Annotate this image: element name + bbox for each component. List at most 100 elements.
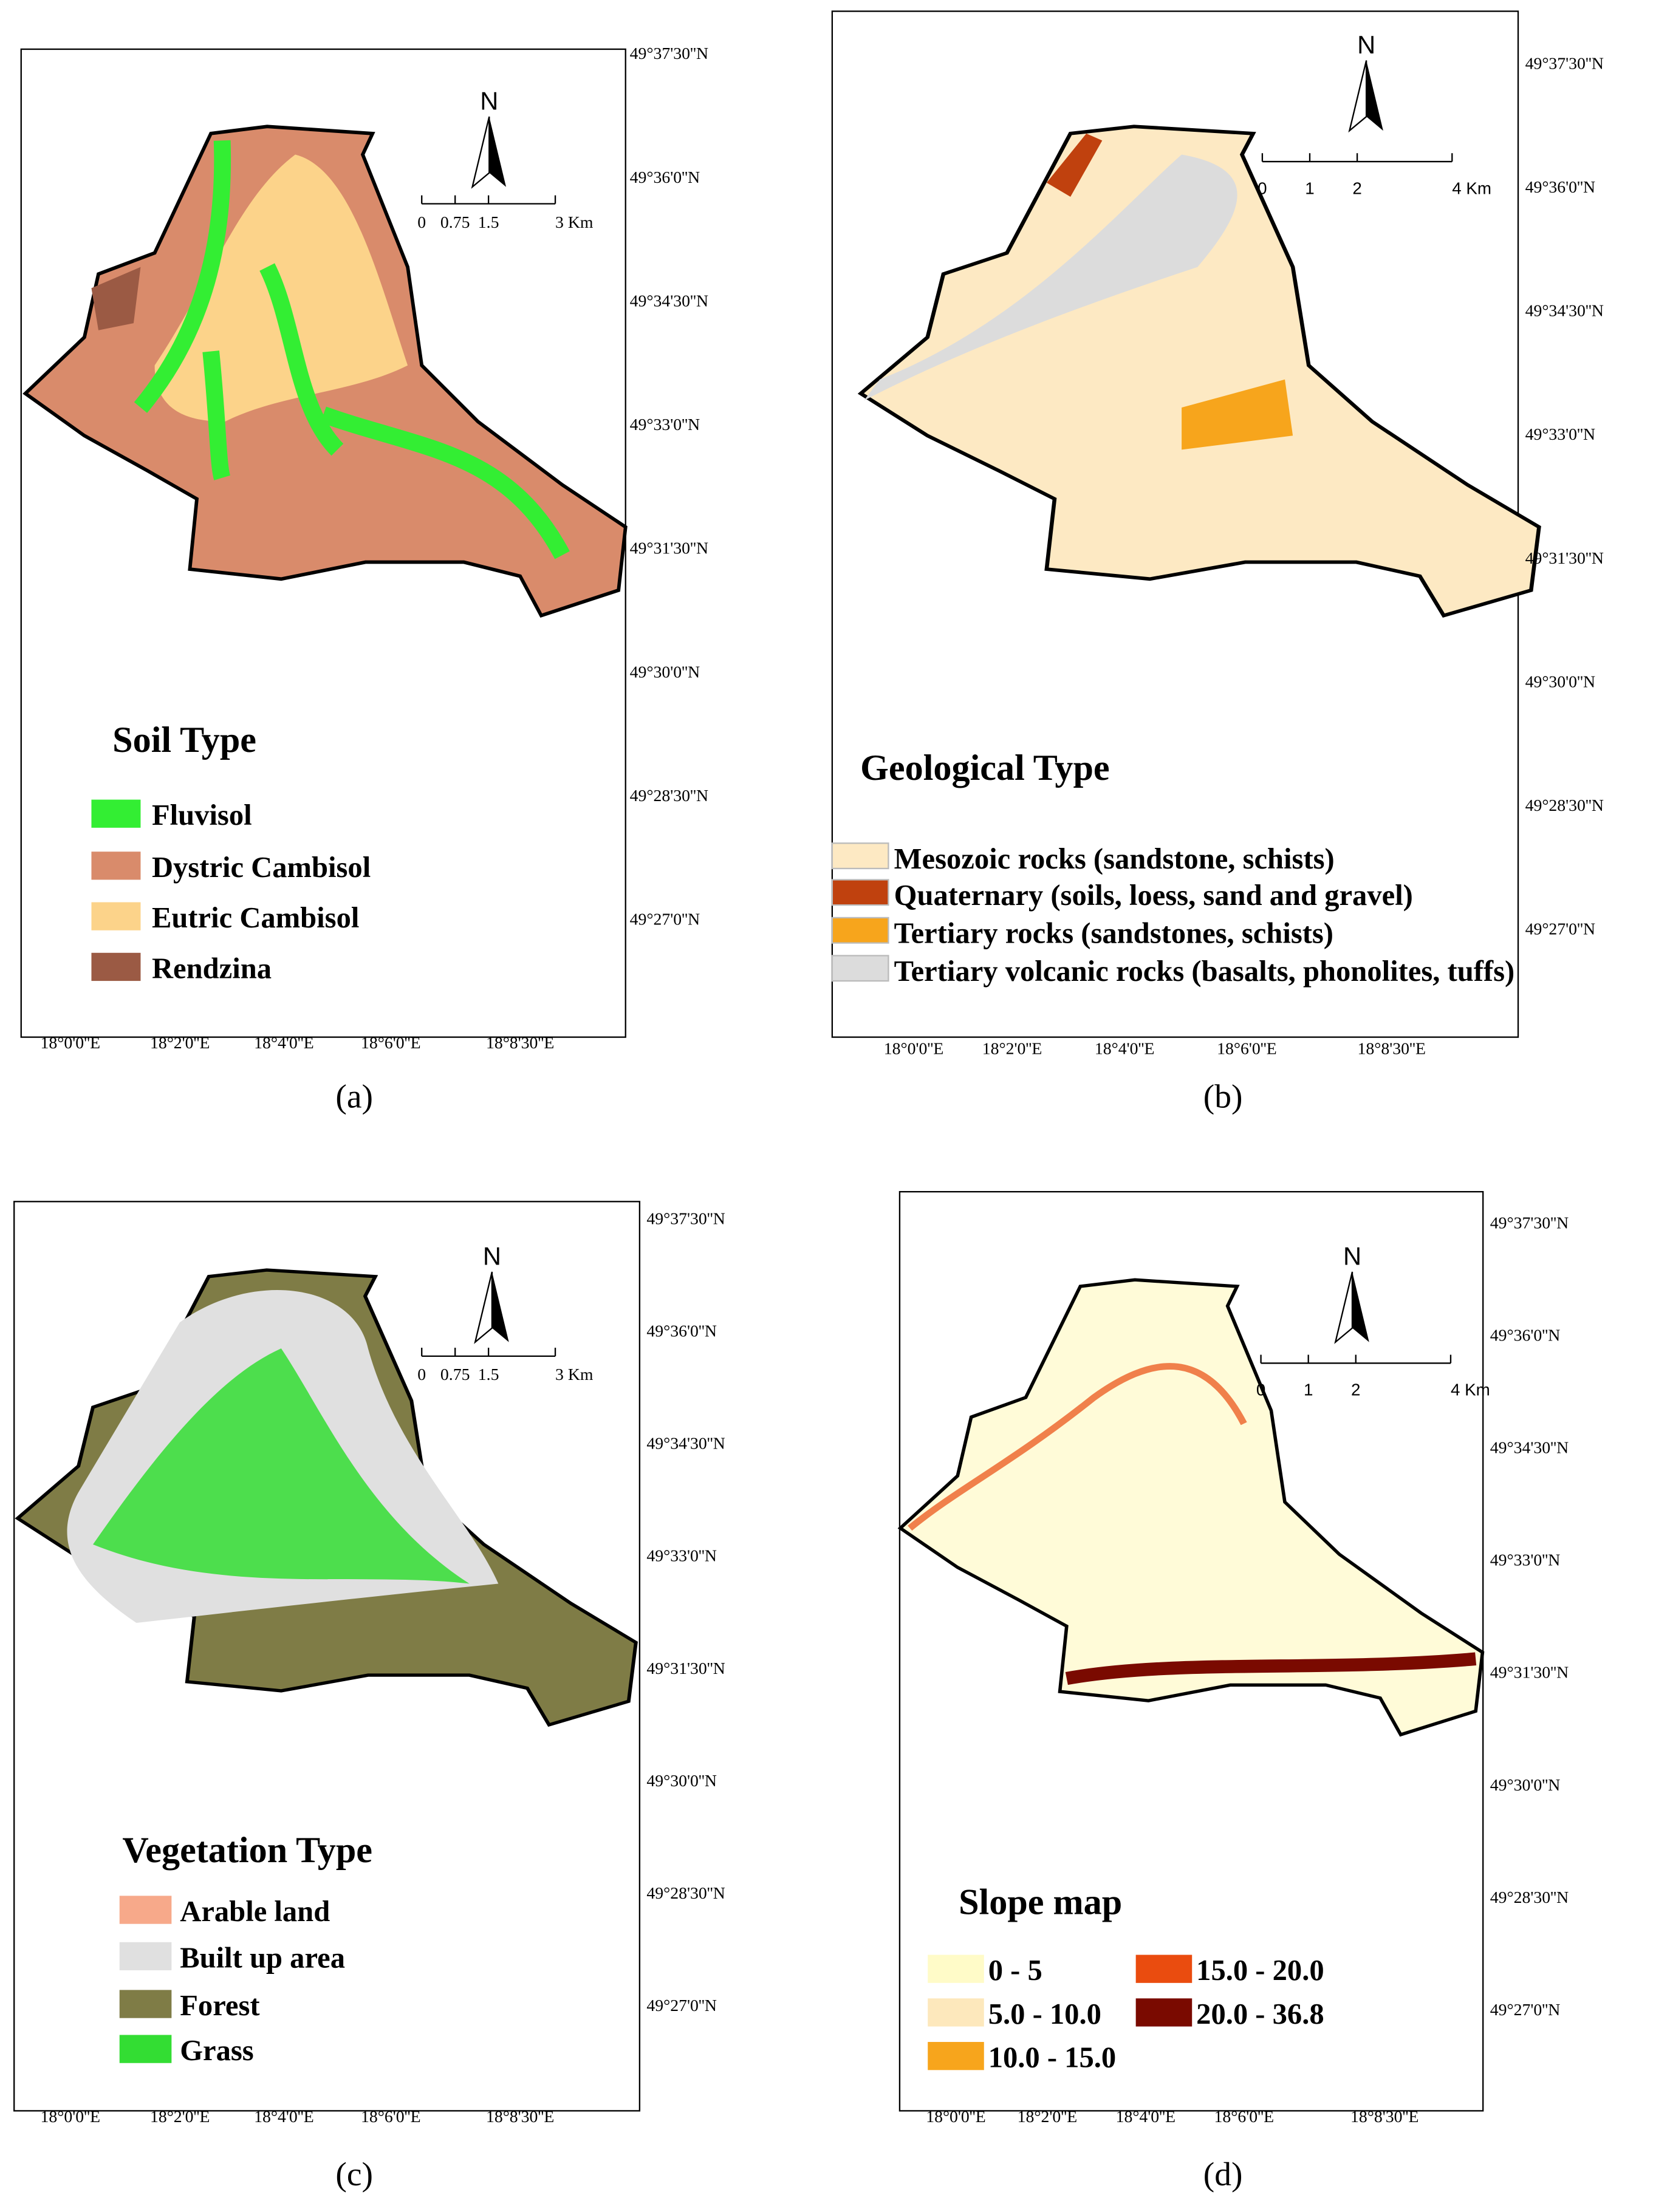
lat-label: 49°34'30''N (646, 1435, 725, 1453)
lon-label: 18°6'0''E (1217, 1039, 1277, 1058)
legend-label: 20.0 - 36.8 (1196, 1998, 1324, 2030)
lat-label: 49°31'30''N (1525, 549, 1604, 568)
lat-label: 49°30'0''N (1490, 1776, 1561, 1795)
map-area (22, 125, 628, 618)
caption: (a) (335, 1078, 373, 1115)
legend-label: 15.0 - 20.0 (1196, 1954, 1324, 1987)
map-area (15, 1268, 638, 1727)
map-area (897, 1278, 1485, 1737)
legend-title: Vegetation Type (122, 1830, 372, 1871)
volcanic (864, 154, 1237, 401)
legend-title: Geological Type (860, 748, 1110, 788)
lat-label: 49°28'30''N (1490, 1888, 1569, 1907)
lat-label: 49°27'0''N (646, 1996, 717, 2015)
legend-label: Rendzina (152, 952, 272, 985)
legend-label: Dystric Cambisol (152, 851, 371, 884)
basin (897, 1278, 1485, 1737)
legend-title: Soil Type (112, 720, 256, 760)
lat-label: 49°33'0''N (1490, 1551, 1561, 1570)
lat-label: 49°36'0''N (1490, 1326, 1561, 1345)
legend-label: Tertiary rocks (sandstones, schists) (894, 917, 1333, 950)
legend-label: Arable land (180, 1895, 330, 1928)
lat-label: 49°34'30''N (1525, 302, 1604, 321)
lon-label: 18°4'0''E (1116, 2108, 1176, 2126)
scale-label: 2 (1352, 179, 1361, 197)
caption: (b) (1203, 1078, 1243, 1115)
lon-label: 18°0'0''E (40, 1034, 100, 1053)
scale-label: 4 Km (1451, 1381, 1490, 1399)
lat-label: 49°33'0''N (1525, 425, 1596, 444)
lat-label: 49°28'30''N (630, 787, 708, 805)
scale-label: 3 Km (555, 213, 594, 232)
lat-label: 49°36'0''N (630, 168, 700, 187)
lon-label: 18°8'30''E (486, 2108, 554, 2126)
lat-label: 49°30'0''N (646, 1772, 717, 1790)
legend-label: Eutric Cambisol (152, 901, 359, 934)
lat-label: 49°31'30''N (646, 1659, 725, 1678)
scale-label: 1 (1304, 1381, 1313, 1399)
legend-swatch (91, 952, 141, 981)
lon-label: 18°4'0''E (254, 2108, 314, 2126)
lat-label: 49°31'30''N (630, 539, 708, 558)
scale-label: 0.75 (440, 1365, 470, 1384)
lon-label: 18°6'0''E (361, 1034, 421, 1053)
legend-swatch (831, 955, 889, 982)
legend-swatch (119, 1942, 172, 1971)
map-area (857, 125, 1541, 618)
legend-label: 0 - 5 (988, 1954, 1042, 1987)
legend-title: Slope map (959, 1882, 1122, 1922)
lat-label: 49°33'0''N (630, 415, 700, 434)
legend-label: Forest (180, 1989, 259, 2022)
legend-swatch (119, 2035, 172, 2063)
caption: (c) (335, 2156, 373, 2193)
scale-label: 3 Km (555, 1365, 594, 1384)
lon-label: 18°0'0''E (926, 2108, 986, 2126)
scale-label: 0 (1258, 179, 1267, 197)
scale-label: 0 (1256, 1381, 1265, 1399)
lon-label: 18°4'0''E (254, 1034, 314, 1053)
steep-zone (908, 1363, 1247, 1531)
scale-label: 0.75 (440, 213, 470, 232)
scale-label: 0 (417, 1365, 426, 1384)
lat-label: 49°28'30''N (646, 1884, 725, 1903)
legend-swatch (91, 799, 141, 828)
legend-swatch (928, 1998, 984, 2027)
north-label: N (1343, 1241, 1361, 1270)
legend-swatch (831, 879, 889, 906)
lon-label: 18°2'0''E (1018, 2108, 1078, 2126)
legend-label: Built up area (180, 1941, 345, 1974)
legend-label: Fluvisol (152, 799, 252, 831)
quaternary (1046, 133, 1103, 197)
legend-swatch (1135, 1998, 1193, 2027)
basin (857, 125, 1541, 618)
legend-swatch (91, 902, 141, 930)
lon-label: 18°2'0''E (150, 1034, 210, 1053)
legend-swatch (91, 852, 141, 880)
lat-label: 49°30'0''N (1525, 672, 1596, 691)
lat-label: 49°27'0''N (630, 910, 700, 929)
lon-label: 18°0'0''E (884, 1039, 944, 1058)
lat-label: 49°30'0''N (630, 663, 700, 681)
river (134, 140, 570, 559)
legend-swatch (1135, 1954, 1193, 1983)
north-label: N (483, 1241, 501, 1270)
scale-label: 2 (1351, 1381, 1360, 1399)
lon-label: 18°8'30''E (1358, 1039, 1426, 1058)
lon-label: 18°6'0''E (361, 2108, 421, 2126)
lat-label: 49°27'0''N (1525, 920, 1596, 939)
lat-label: 49°34'30''N (630, 292, 708, 310)
lat-label: 49°37'30''N (630, 44, 708, 63)
caption: (d) (1203, 2156, 1243, 2193)
lon-label: 18°4'0''E (1095, 1039, 1155, 1058)
lat-label: 49°36'0''N (1525, 178, 1596, 197)
tertiary (1182, 379, 1293, 450)
legend-swatch (831, 917, 889, 944)
legend-swatch (928, 2042, 984, 2070)
lat-label: 49°36'0''N (646, 1322, 717, 1340)
scale-label: 1.5 (478, 213, 499, 232)
lat-label: 49°27'0''N (1490, 2001, 1561, 2019)
lon-label: 18°8'30''E (486, 1034, 554, 1053)
grass (93, 1348, 470, 1584)
